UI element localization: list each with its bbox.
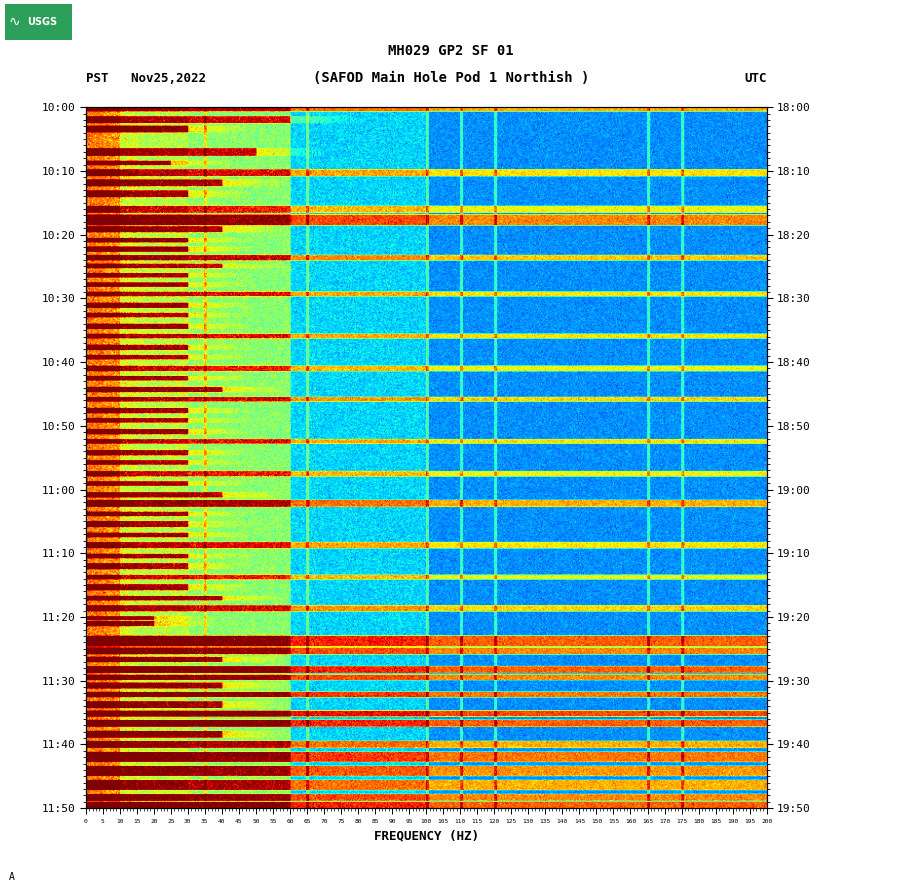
X-axis label: FREQUENCY (HZ): FREQUENCY (HZ) <box>373 829 479 842</box>
Text: (SAFOD Main Hole Pod 1 Northish ): (SAFOD Main Hole Pod 1 Northish ) <box>313 71 589 85</box>
Text: USGS: USGS <box>27 17 57 28</box>
Text: ∿: ∿ <box>9 15 21 29</box>
Text: UTC: UTC <box>744 71 767 85</box>
Text: A: A <box>9 872 15 881</box>
Text: MH029 GP2 SF 01: MH029 GP2 SF 01 <box>388 44 514 58</box>
Text: PST   Nov25,2022: PST Nov25,2022 <box>86 71 206 85</box>
